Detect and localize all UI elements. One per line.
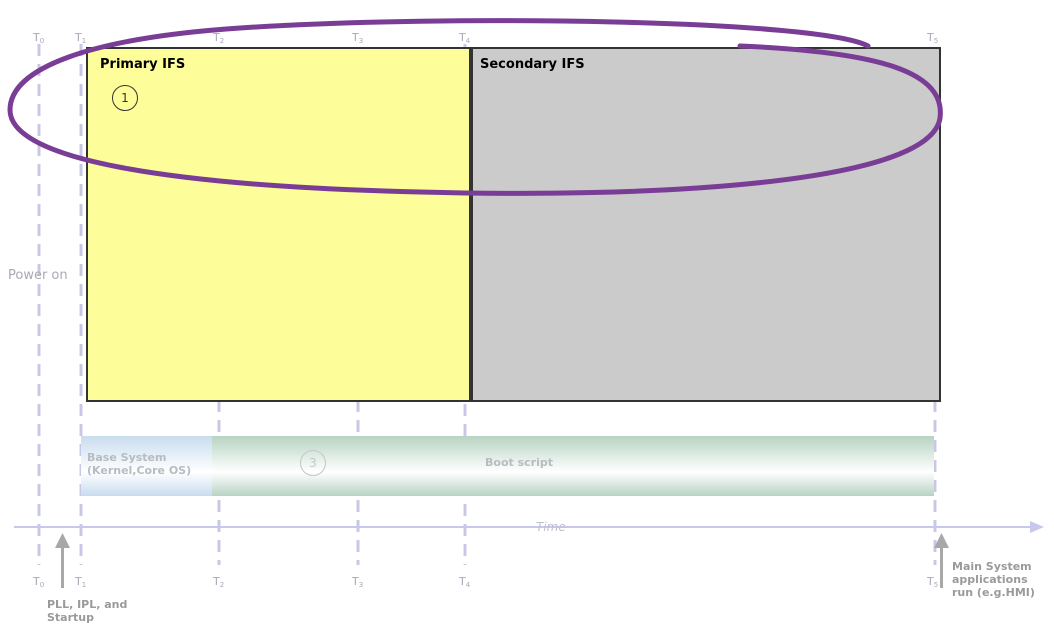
highlight-ellipse-stroke — [10, 21, 940, 194]
